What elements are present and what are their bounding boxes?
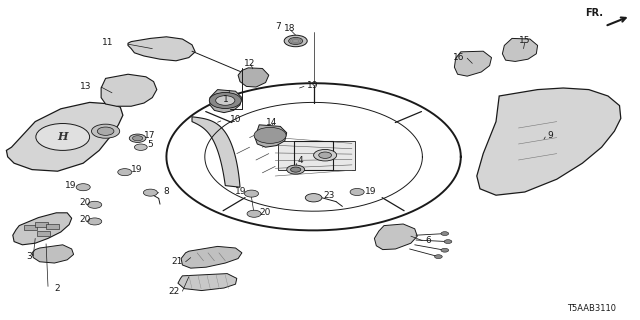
Polygon shape — [278, 141, 355, 170]
Text: H: H — [58, 132, 68, 142]
Polygon shape — [32, 245, 74, 263]
Circle shape — [216, 96, 235, 105]
Circle shape — [129, 134, 146, 142]
Circle shape — [254, 127, 286, 143]
Text: 16: 16 — [452, 53, 464, 62]
Circle shape — [314, 149, 337, 161]
Text: 13: 13 — [80, 82, 92, 91]
Circle shape — [143, 189, 157, 196]
Circle shape — [247, 210, 261, 217]
Text: 3: 3 — [26, 252, 32, 261]
Bar — [37, 231, 50, 236]
Circle shape — [36, 124, 90, 150]
Polygon shape — [210, 90, 242, 113]
Text: 18: 18 — [284, 24, 296, 33]
Circle shape — [305, 194, 322, 202]
Text: 1: 1 — [223, 95, 229, 104]
Text: 19: 19 — [307, 81, 319, 90]
Circle shape — [287, 165, 305, 174]
Text: 15: 15 — [519, 36, 531, 45]
Polygon shape — [181, 246, 242, 268]
Circle shape — [244, 190, 259, 197]
Polygon shape — [101, 74, 157, 106]
Polygon shape — [178, 274, 237, 291]
Text: 4: 4 — [298, 156, 303, 165]
Text: 12: 12 — [244, 60, 255, 68]
Text: 22: 22 — [168, 287, 179, 296]
Text: 7: 7 — [276, 22, 281, 31]
Circle shape — [132, 136, 143, 141]
Polygon shape — [192, 117, 240, 187]
Polygon shape — [374, 224, 417, 250]
Text: FR.: FR. — [585, 8, 603, 18]
Text: 21: 21 — [171, 257, 182, 266]
Circle shape — [92, 124, 120, 138]
Bar — [35, 222, 48, 227]
Polygon shape — [13, 213, 72, 245]
Circle shape — [284, 35, 307, 47]
Circle shape — [76, 184, 90, 191]
Circle shape — [134, 144, 147, 150]
Circle shape — [319, 152, 332, 158]
Text: 6: 6 — [426, 236, 431, 245]
Polygon shape — [128, 37, 195, 61]
Circle shape — [441, 232, 449, 236]
Circle shape — [350, 188, 364, 196]
Text: 20: 20 — [79, 215, 91, 224]
Bar — [46, 224, 59, 229]
Text: 17: 17 — [144, 131, 156, 140]
Circle shape — [444, 240, 452, 244]
Circle shape — [88, 218, 102, 225]
Text: 11: 11 — [102, 38, 114, 47]
Text: T5AAB3110: T5AAB3110 — [568, 304, 616, 313]
Circle shape — [289, 37, 303, 44]
Polygon shape — [454, 51, 492, 76]
Text: 14: 14 — [266, 118, 278, 127]
Text: 20: 20 — [79, 198, 91, 207]
Bar — [24, 225, 37, 230]
Text: 2: 2 — [55, 284, 60, 293]
Circle shape — [97, 127, 114, 135]
Text: 19: 19 — [235, 188, 246, 196]
Polygon shape — [238, 68, 269, 87]
Circle shape — [435, 255, 442, 259]
Circle shape — [88, 201, 102, 208]
Text: 19: 19 — [131, 165, 143, 174]
Polygon shape — [6, 102, 123, 171]
Text: 8: 8 — [163, 188, 169, 196]
Text: 23: 23 — [323, 191, 335, 200]
Circle shape — [291, 167, 301, 172]
Text: 19: 19 — [65, 181, 77, 190]
Polygon shape — [477, 88, 621, 195]
Polygon shape — [502, 38, 538, 61]
Polygon shape — [255, 125, 287, 147]
Text: 9: 9 — [547, 132, 553, 140]
Circle shape — [118, 169, 132, 176]
Text: 10: 10 — [230, 116, 242, 124]
Circle shape — [209, 92, 241, 108]
Text: 19: 19 — [365, 187, 376, 196]
Text: 5: 5 — [147, 140, 153, 149]
Circle shape — [441, 248, 449, 252]
Text: 20: 20 — [259, 208, 271, 217]
